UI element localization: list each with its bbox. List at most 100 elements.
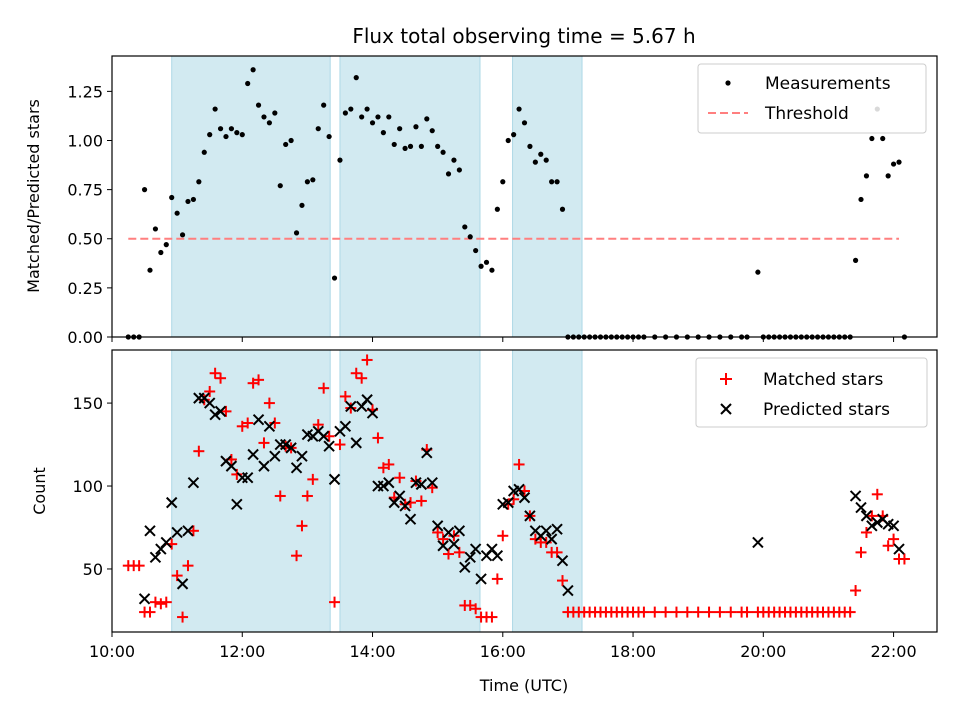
measurement-point [288, 137, 294, 144]
matched-stars-point [888, 533, 900, 545]
matched-stars-point [540, 536, 552, 548]
measurement-point [549, 179, 555, 185]
predicted-stars-point [149, 551, 162, 564]
predicted-stars-point [855, 501, 867, 514]
predicted-stars-point [475, 573, 487, 585]
bottom-legend-box [695, 357, 928, 428]
measurement-point [896, 159, 902, 165]
measurement-point [505, 137, 511, 144]
measurement-point [494, 206, 500, 212]
measurement-point [228, 126, 235, 132]
y-tick-label: 50 [83, 560, 103, 579]
measurement-point [478, 263, 484, 269]
predicted-stars-point [502, 496, 514, 509]
predicted-stars-point [383, 476, 395, 489]
matched-stars-point [171, 570, 183, 582]
matched-stars-point [193, 445, 205, 457]
predicted-stars-point [263, 420, 276, 433]
measurement-point [353, 75, 359, 81]
predicted-stars-point [361, 394, 373, 406]
y-tick-label: 0.50 [67, 230, 103, 249]
predicted-stars-point [258, 460, 270, 472]
measurement-point [201, 149, 207, 155]
top-legend-box [697, 63, 927, 134]
matched-stars-point [187, 525, 199, 537]
x-tick-label: 12:00 [219, 642, 265, 661]
measurement-point [462, 224, 468, 230]
matched-stars-point [323, 430, 335, 442]
legend-measurements-marker [725, 80, 731, 86]
predicted-stars-point [545, 533, 558, 545]
legend-matched-marker [720, 373, 732, 385]
measurement-point [158, 249, 164, 256]
predicted-stars-point [540, 525, 552, 537]
y-tick-label: 150 [72, 394, 103, 413]
measurement-point [451, 157, 457, 163]
measurement-point [391, 141, 397, 148]
legend-predicted-label: Predicted stars [763, 400, 890, 420]
matched-stars-point [866, 510, 878, 522]
measurement-point [532, 159, 538, 165]
matched-stars-point [274, 490, 286, 502]
measurement-point [863, 173, 870, 179]
measurement-point [397, 126, 403, 132]
matched-stars-point [491, 573, 503, 585]
measurement-point [196, 179, 202, 185]
matched-stars-point [291, 550, 303, 562]
measurement-point [885, 173, 891, 179]
predicted-stars-point [165, 496, 178, 509]
matched-stars-point [350, 367, 362, 379]
top-y-axis-label: Matched/Predicted stars [24, 99, 43, 293]
measurement-point [293, 230, 300, 236]
x-tick-label: 18:00 [610, 642, 656, 661]
measurement-point [511, 132, 517, 138]
matched-stars-point [497, 530, 509, 542]
measurement-point [402, 145, 408, 151]
matched-stars-point [448, 530, 460, 542]
x-tick-label: 14:00 [349, 642, 395, 661]
predicted-stars-point [442, 526, 455, 539]
predicted-stars-point [285, 442, 297, 454]
predicted-stars-point [524, 510, 536, 522]
predicted-stars-point [317, 430, 330, 442]
predicted-stars-point [866, 520, 878, 532]
matched-stars-point [144, 606, 156, 618]
top-plot-frame [111, 55, 938, 338]
matched-stars-point [551, 546, 563, 558]
matched-stars-point [209, 367, 221, 379]
predicted-stars-point [296, 450, 308, 462]
predicted-stars-point [562, 584, 574, 597]
matched-stars-point [160, 596, 172, 608]
measurement-point [852, 257, 859, 263]
measurement-point [321, 102, 327, 108]
predicted-stars-point [339, 420, 352, 433]
predicted-stars-point [513, 483, 525, 496]
measurement-point [331, 275, 338, 281]
predicted-stars-point [860, 510, 873, 522]
measurement-point [212, 106, 218, 112]
matched-stars-point [670, 606, 682, 618]
measurement-point [304, 179, 310, 185]
y-tick-label: 0.75 [67, 181, 103, 200]
measurement-point [255, 102, 262, 108]
predicted-stars-point [328, 473, 341, 486]
matched-stars-point [871, 488, 883, 500]
matched-stars-point [296, 520, 308, 532]
x-tick-label: 16:00 [480, 642, 526, 661]
measurement-point [277, 183, 283, 189]
matched-stars-point [681, 606, 693, 618]
bottom-panel: 50 100 150 10:00 12:00 14:00 16:00 18:00 20:00 2… [30, 349, 938, 695]
predicted-stars-point [160, 536, 172, 549]
matched-stars-point [318, 382, 330, 394]
matched-stars-point [258, 437, 270, 449]
measurement-point [456, 167, 462, 173]
measurement-point [169, 194, 175, 201]
predicted-stars-point [345, 400, 357, 413]
matched-stars-point [703, 606, 715, 618]
measurement-point [190, 196, 197, 203]
predicted-stars-point [176, 578, 189, 590]
matched-stars-point [432, 526, 444, 538]
matched-stars-point [312, 419, 324, 431]
predicted-stars-point [426, 476, 438, 489]
measurement-point [418, 143, 424, 149]
